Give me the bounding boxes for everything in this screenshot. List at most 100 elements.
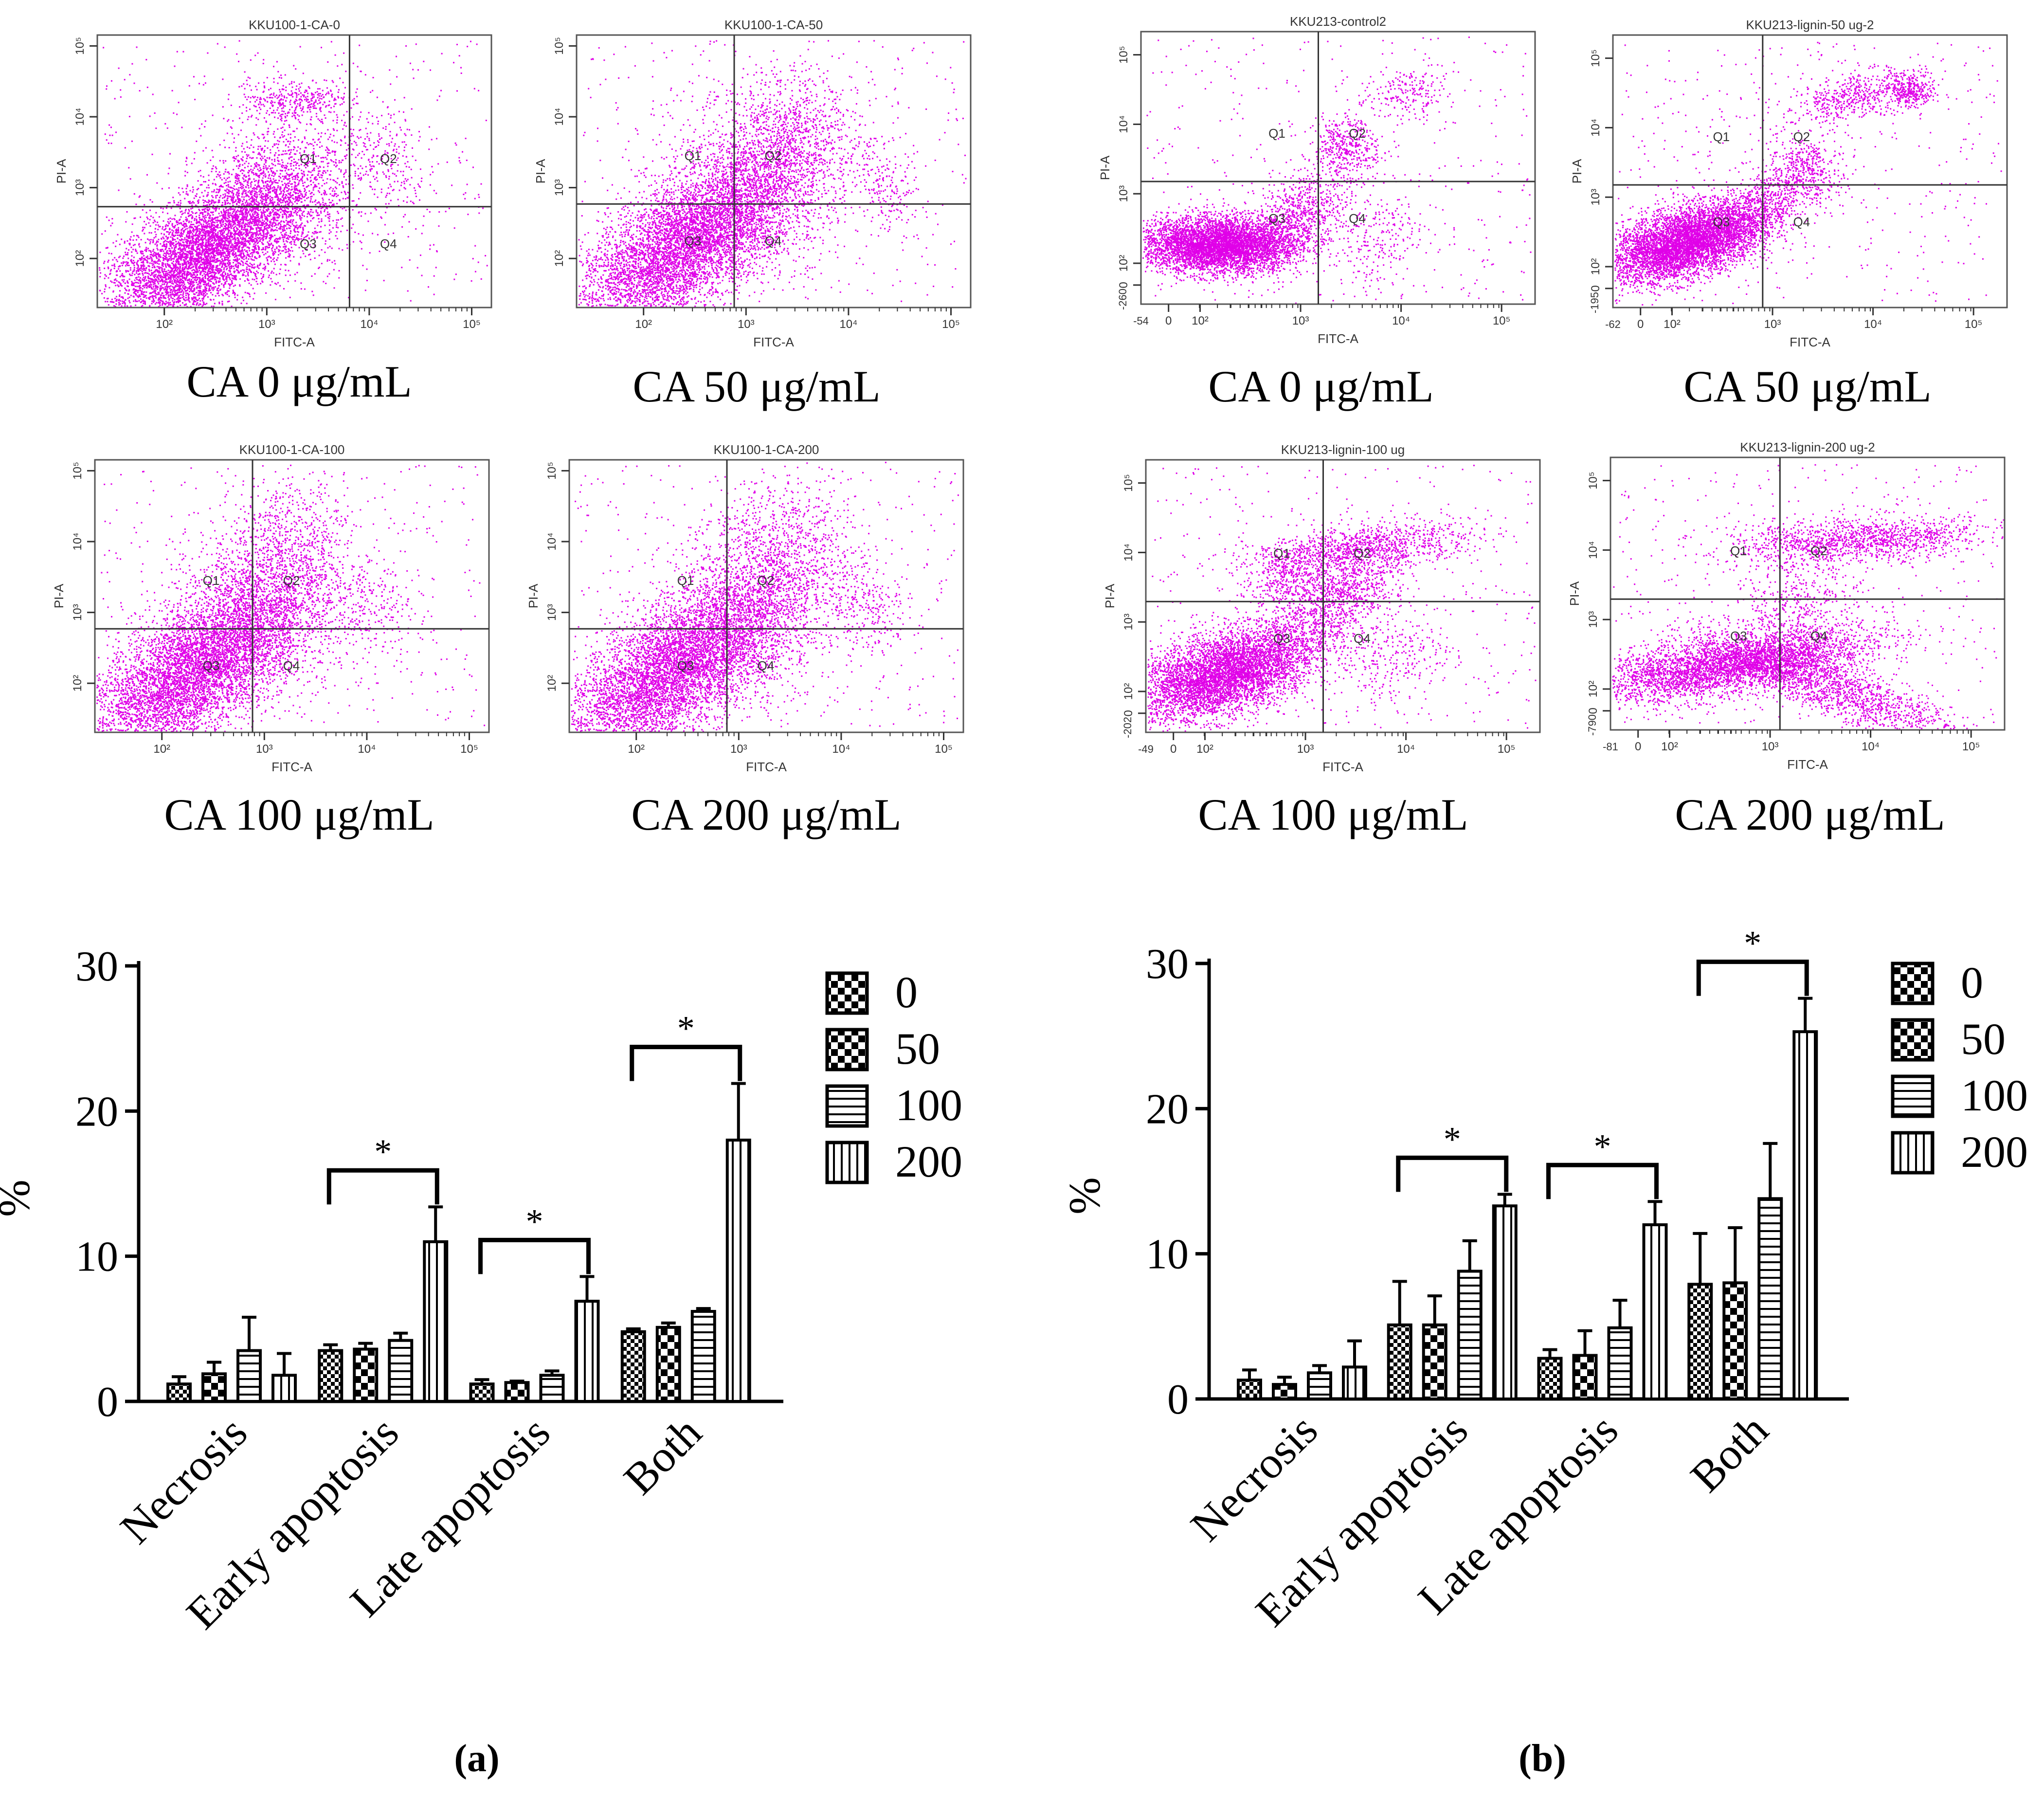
significance-star: * — [1444, 1120, 1461, 1159]
bar-100-necrosis — [238, 1351, 260, 1401]
x-tick-label: 10⁵ — [463, 318, 481, 331]
bar-0-both — [622, 1332, 645, 1401]
bar-50-necrosis — [203, 1374, 225, 1401]
y-tick-label: 10⁵ — [1117, 46, 1130, 64]
panel-caption: CA 50 μg/mL — [1683, 362, 1931, 411]
legend-swatch-100 — [1893, 1076, 1933, 1116]
significance-star: * — [374, 1132, 392, 1171]
y-tick-label: 10³ — [71, 604, 84, 621]
bar-200-necrosis — [273, 1375, 295, 1401]
bar-0-late-apoptosis — [471, 1384, 493, 1401]
panel-caption: CA 100 μg/mL — [164, 790, 434, 839]
y-tick-label: 10³ — [545, 604, 559, 621]
significance-bracket — [1398, 1158, 1506, 1192]
x-tick-label: 10⁴ — [1397, 743, 1415, 756]
significance-bracket — [1549, 1165, 1657, 1199]
bar-200-late-apoptosis — [1644, 1225, 1666, 1399]
x-tick-label: 10⁵ — [935, 743, 953, 756]
quadrant-label: Q4 — [283, 658, 300, 673]
significance-bracket — [481, 1240, 589, 1274]
x-tick-label: 10³ — [1764, 318, 1781, 331]
legend-label: 200 — [1961, 1127, 2028, 1177]
y-min-label: -195 — [1589, 292, 1601, 313]
quadrant-label: Q4 — [1349, 211, 1366, 226]
bar-200-late-apoptosis — [576, 1301, 598, 1401]
panel-caption: CA 100 μg/mL — [1198, 790, 1468, 839]
y-tick-label: 10⁴ — [553, 108, 566, 126]
y-tick-label: 0 — [1122, 710, 1135, 716]
panel-title: KKU100-1-CA-50 — [724, 18, 823, 32]
legend-swatch-200 — [1893, 1133, 1933, 1173]
quadrant-label: Q1 — [1713, 129, 1730, 144]
quadrant-label: Q3 — [1273, 631, 1290, 646]
x-tick-label: 0 — [1165, 314, 1172, 327]
bar-0-necrosis — [1238, 1380, 1261, 1399]
panel-caption: CA 0 μg/mL — [186, 357, 412, 406]
bar-0-early-apoptosis — [319, 1351, 342, 1401]
y-axis-label: PI-A — [54, 159, 69, 183]
x-tick-label: 10² — [628, 743, 645, 756]
quadrant-label: Q2 — [1810, 544, 1827, 558]
bar-100-both — [692, 1311, 715, 1401]
bar-200-early-apoptosis — [1494, 1206, 1516, 1399]
y-axis-label: PI-A — [1098, 155, 1112, 180]
quadrant-label: Q2 — [1793, 129, 1810, 144]
x-axis-label: FITC-A — [271, 760, 312, 774]
category-label: Necrosis — [110, 1407, 256, 1553]
x-tick-label: 10⁴ — [1862, 740, 1880, 753]
y-tick-label: 10⁵ — [71, 462, 84, 480]
x-tick-label: 10³ — [738, 318, 755, 331]
legend-label: 0 — [1961, 958, 1983, 1007]
significance-star: * — [677, 1009, 695, 1048]
legend-swatch-100 — [827, 1086, 867, 1126]
bar-50-both — [657, 1327, 680, 1401]
plot-frame — [97, 35, 491, 308]
x-tick-label: 0 — [1170, 743, 1176, 756]
bar-100-late-apoptosis — [1609, 1328, 1631, 1399]
x-axis-label: FITC-A — [1787, 757, 1828, 772]
x-axis-label: FITC-A — [1790, 335, 1830, 349]
y-axis-label: % — [1060, 1177, 1109, 1215]
y-tick-label: 10⁵ — [73, 37, 87, 55]
y-tick-label: 10⁴ — [545, 532, 559, 550]
y-tick-label: 10⁴ — [71, 532, 84, 550]
quadrant-label: Q1 — [300, 151, 317, 166]
quadrant-label: Q2 — [1349, 126, 1366, 141]
y-axis-label: PI-A — [533, 159, 548, 183]
category-label: Necrosis — [1181, 1405, 1327, 1551]
quadrant-label: Q3 — [1730, 629, 1747, 643]
quadrant-label: Q1 — [677, 573, 694, 588]
bar-200-necrosis — [1343, 1367, 1366, 1399]
bar-100-early-apoptosis — [389, 1341, 412, 1401]
y-tick-label: 10⁴ — [1587, 541, 1600, 559]
bar-50-both — [1724, 1283, 1746, 1399]
y-min-label: -790 — [1586, 714, 1598, 736]
y-min-label: -260 — [1117, 289, 1129, 310]
x-tick-label: 10³ — [258, 318, 275, 331]
panel-title: KKU213-lignin-100 ug — [1281, 442, 1405, 457]
quadrant-label: Q2 — [758, 573, 775, 588]
y-tick-label: 10⁵ — [1589, 49, 1602, 67]
y-tick-label: 30 — [75, 943, 118, 990]
x-tick-label: 0 — [1637, 318, 1644, 331]
y-tick-label: 10⁵ — [553, 37, 566, 55]
quadrant-label: Q3 — [203, 658, 220, 673]
x-tick-label: 10² — [1661, 740, 1678, 753]
x-tick-label: 10² — [1664, 318, 1681, 331]
y-tick-label: 0 — [1167, 1376, 1189, 1423]
scatter-dots — [1147, 465, 1536, 732]
y-tick-label: 20 — [1146, 1086, 1189, 1133]
legend-swatch-50 — [827, 1030, 867, 1070]
y-tick-label: 10² — [553, 250, 566, 267]
quadrant-label: Q1 — [1273, 546, 1290, 561]
y-tick-label: 10⁴ — [73, 108, 87, 126]
legend-swatch-0 — [1893, 963, 1933, 1003]
panel-title: KKU100-1-CA-200 — [714, 442, 819, 457]
panel-title: KKU100-1-CA-100 — [239, 442, 345, 457]
quadrant-label: Q4 — [1810, 629, 1827, 643]
scatter-dots — [579, 40, 967, 307]
